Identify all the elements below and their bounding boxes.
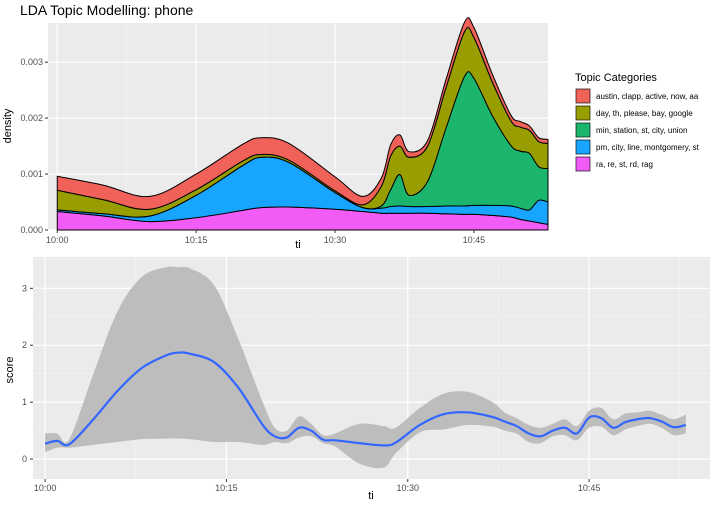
legend-swatch [575,156,591,172]
legend-swatch [575,122,591,138]
legend-label: day, th, please, bay, google [596,109,693,118]
top-y-axis: 0.000 0.001 0.002 0.003 [20,57,48,235]
bottom-x-tick-label: 10:30 [397,483,420,493]
bottom-y-tick-label: 2 [22,340,27,350]
top-x-axis: 10:00 10:15 10:30 10:45 [46,230,485,245]
legend-swatch [575,88,591,104]
legend-label: austin, clapp, active, now, aa [596,92,699,101]
legend-swatch [575,139,591,155]
bottom-x-tick-label: 10:45 [578,483,601,493]
legend: Topic Categories austin, clapp, active, … [575,72,700,172]
area-series-5 [56,17,549,211]
ribbon-area [45,266,686,469]
confidence-ribbon [45,266,686,469]
bottom-y-axis: 0 1 2 3 [22,283,33,464]
bottom-x-axis: 10:00 10:15 10:30 10:45 [34,479,601,493]
chart-title: LDA Topic Modelling: phone [20,2,194,18]
bottom-y-axis-title: score [4,357,16,384]
legend-label: ra, re, st, rd, rag [596,160,653,169]
top-x-tick-label: 10:15 [185,235,208,245]
legend-label: min, station, st, city, union [596,126,687,135]
top-y-axis-title: density [2,108,14,143]
top-y-tick-label: 0.003 [20,57,43,67]
top-x-axis-title: ti [295,239,301,251]
bottom-x-axis-title: ti [368,490,374,502]
top-x-tick-label: 10:45 [463,235,486,245]
top-y-tick-label: 0.000 [20,225,43,235]
top-x-tick-label: 10:00 [46,235,69,245]
bottom-x-tick-label: 10:00 [34,483,57,493]
top-y-tick-label: 0.002 [20,113,43,123]
score-line [44,351,687,447]
legend-label: pm, city, line, montgomery, st [596,143,700,152]
legend-swatch [575,105,591,121]
smooth-line [44,351,687,447]
top-x-tick-label: 10:30 [324,235,347,245]
bottom-y-tick-label: 1 [22,397,27,407]
top-y-tick-label: 0.001 [20,169,43,179]
legend-title: Topic Categories [575,72,657,84]
bottom-x-tick-label: 10:15 [215,483,238,493]
top-stacked-areas [56,17,549,231]
bottom-y-tick-label: 3 [22,283,27,293]
bottom-y-tick-label: 0 [22,454,27,464]
